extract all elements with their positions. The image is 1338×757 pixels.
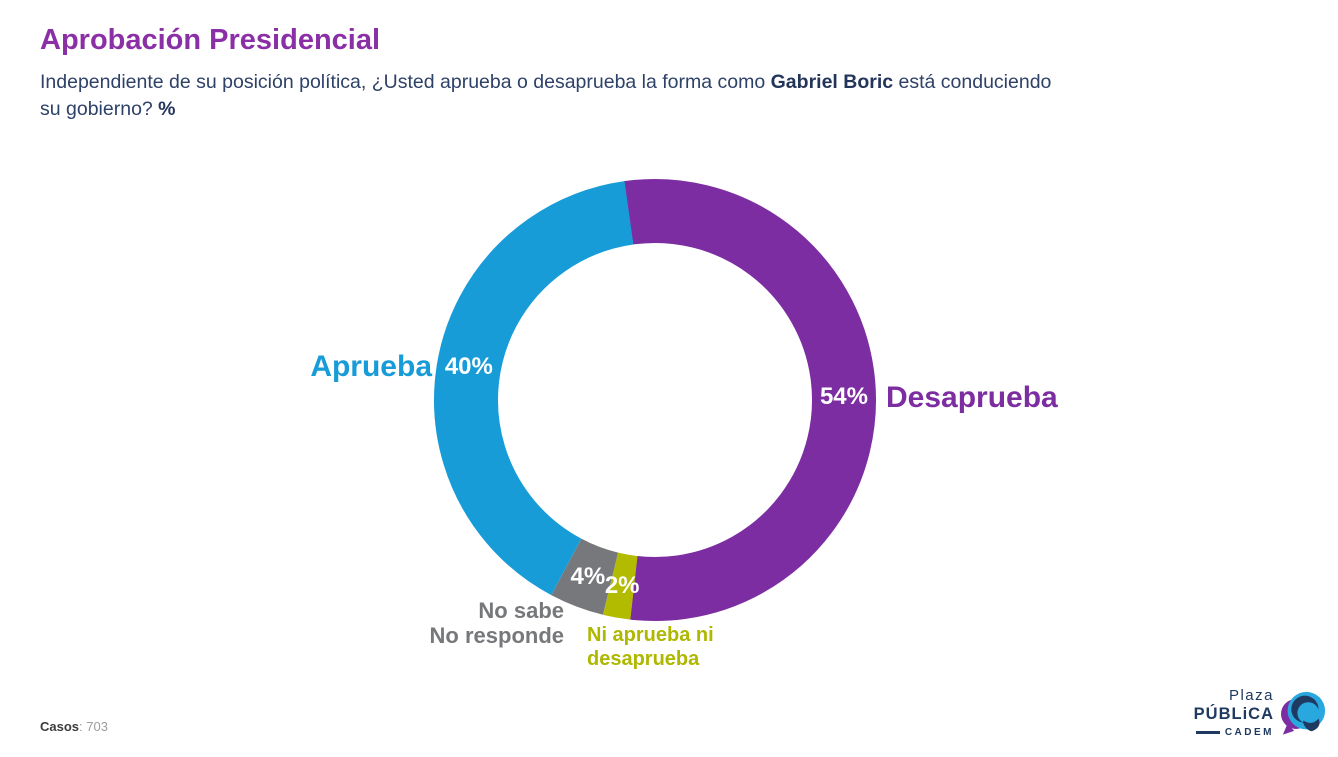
sample-size-value: 703: [86, 719, 108, 734]
speech-bubble-icon: [1281, 691, 1326, 735]
sample-size: Casos: 703: [40, 719, 108, 734]
survey-question-line2: su gobierno? %: [40, 96, 1051, 123]
logo-publica-text: PÚBLiCA: [1193, 705, 1274, 723]
survey-question: Independiente de su posición política, ¿…: [40, 69, 1051, 123]
ni-aprueba-line2: desaprueba: [587, 648, 700, 670]
sample-size-separator: :: [79, 719, 87, 734]
ni-aprueba-category-label: Ni aprueba ni desaprueba: [587, 623, 714, 671]
donut-segment-ni-aprueba-ni-desaprueba: [433, 179, 876, 621]
no-sabe-category-label: No sabe No responde: [430, 598, 564, 648]
aprueba-category-label: Aprueba: [310, 350, 432, 383]
ni-aprueba-line1: Ni aprueba ni: [587, 624, 714, 646]
donut-segment-aprueba: [434, 178, 876, 621]
question-bold-name: Gabriel Boric: [770, 71, 894, 93]
question-unit-symbol: %: [158, 98, 176, 120]
segment-value-aprueba: 40%: [444, 353, 493, 381]
survey-question-line1: Independiente de su posición política, ¿…: [40, 69, 1051, 96]
question-text-cont: está conduciendo: [893, 71, 1052, 93]
sample-size-label: Casos: [40, 719, 80, 734]
logo-text: Plaza PÚBLiCA CADEM: [1194, 687, 1274, 738]
logo-plaza-text: Plaza: [1228, 687, 1274, 704]
desaprueba-category-label: Desaprueba: [886, 381, 1058, 414]
logo-cadem-row: CADEM: [1194, 727, 1274, 738]
page-title: Aprobación Presidencial: [40, 24, 381, 56]
plaza-publica-cadem-logo: Plaza PÚBLiCA CADEM: [1194, 687, 1326, 738]
no-sabe-line2: No responde: [429, 623, 564, 648]
no-sabe-line1: No sabe: [478, 598, 564, 623]
segment-value-desaprueba: 54%: [819, 383, 868, 411]
segment-value-ni-aprueba-ni-desaprueba: 2%: [604, 572, 640, 600]
question-text: Independiente de su posición política, ¿…: [40, 71, 771, 93]
question-text-end: su gobierno?: [40, 98, 159, 120]
logo-underline: [1195, 731, 1220, 734]
logo-cadem-text: CADEM: [1224, 727, 1274, 738]
segment-value-no-sabe-no-responde: 4%: [570, 562, 606, 590]
